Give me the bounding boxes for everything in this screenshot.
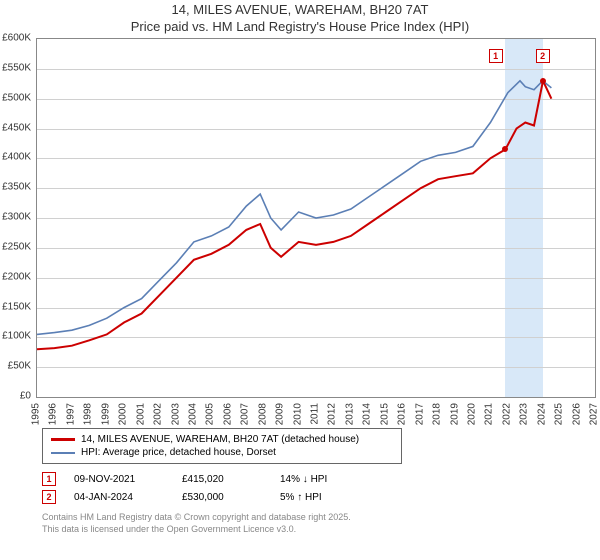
price-chart: £0£50K£100K£150K£200K£250K£300K£350K£400… [36, 38, 596, 398]
x-axis-label: 2011 [310, 403, 321, 425]
y-axis-label: £200K [0, 271, 31, 282]
x-axis-label: 2007 [240, 403, 251, 425]
marker-date: 09-NOV-2021 [74, 474, 164, 485]
marker-row: 1 09-NOV-2021 £415,020 14% ↓ HPI [42, 470, 600, 488]
marker-date: 04-JAN-2024 [74, 492, 164, 503]
legend-swatch [51, 452, 75, 454]
x-axis-label: 2001 [135, 403, 146, 425]
marker-row: 2 04-JAN-2024 £530,000 5% ↑ HPI [42, 488, 600, 506]
series-line [37, 81, 551, 350]
y-axis-label: £250K [0, 241, 31, 252]
series-line [37, 81, 551, 335]
footer: Contains HM Land Registry data © Crown c… [42, 512, 600, 535]
chart-marker-dot [502, 146, 508, 152]
y-axis-label: £50K [0, 361, 31, 372]
x-axis-label: 1999 [100, 403, 111, 425]
y-axis-label: £350K [0, 182, 31, 193]
legend-item: HPI: Average price, detached house, Dors… [51, 446, 393, 459]
y-axis-label: £150K [0, 301, 31, 312]
x-axis-label: 2003 [170, 403, 181, 425]
x-axis-label: 2002 [153, 403, 164, 425]
x-axis-label: 2026 [571, 403, 582, 425]
x-axis-label: 2005 [205, 403, 216, 425]
x-axis-label: 2015 [379, 403, 390, 425]
y-axis-label: £100K [0, 331, 31, 342]
x-axis-label: 2008 [257, 403, 268, 425]
marker-delta: 5% ↑ HPI [280, 492, 322, 503]
x-axis-label: 2023 [519, 403, 530, 425]
marker-table: 1 09-NOV-2021 £415,020 14% ↓ HPI 2 04-JA… [42, 470, 600, 506]
x-axis-label: 1995 [31, 403, 42, 425]
x-axis-label: 1996 [48, 403, 59, 425]
x-axis-label: 2009 [275, 403, 286, 425]
chart-lines [37, 39, 595, 397]
footer-line: Contains HM Land Registry data © Crown c… [42, 512, 600, 524]
x-axis-label: 2020 [466, 403, 477, 425]
legend-item: 14, MILES AVENUE, WAREHAM, BH20 7AT (det… [51, 433, 393, 446]
marker-delta: 14% ↓ HPI [280, 474, 327, 485]
x-axis-label: 2022 [501, 403, 512, 425]
y-axis-label: £450K [0, 122, 31, 133]
y-axis-label: £550K [0, 62, 31, 73]
y-axis-label: £0 [0, 391, 31, 402]
marker-price: £415,020 [182, 474, 262, 485]
x-axis-label: 2017 [414, 403, 425, 425]
x-axis-label: 2016 [397, 403, 408, 425]
y-axis-label: £400K [0, 152, 31, 163]
x-axis-label: 2012 [327, 403, 338, 425]
legend-label: HPI: Average price, detached house, Dors… [81, 447, 276, 458]
footer-line: This data is licensed under the Open Gov… [42, 524, 600, 536]
x-axis-label: 2027 [589, 403, 600, 425]
x-axis-label: 2025 [554, 403, 565, 425]
legend-label: 14, MILES AVENUE, WAREHAM, BH20 7AT (det… [81, 434, 359, 445]
plot-area: 12 [36, 38, 596, 398]
x-axis-label: 2010 [292, 403, 303, 425]
x-axis-label: 2018 [432, 403, 443, 425]
y-axis-label: £600K [0, 33, 31, 44]
x-axis-label: 1998 [83, 403, 94, 425]
page-subtitle: Price paid vs. HM Land Registry's House … [0, 19, 600, 38]
chart-marker-dot [540, 78, 546, 84]
x-axis-label: 2024 [536, 403, 547, 425]
y-axis-label: £300K [0, 212, 31, 223]
legend: 14, MILES AVENUE, WAREHAM, BH20 7AT (det… [42, 428, 402, 464]
marker-price: £530,000 [182, 492, 262, 503]
chart-marker-label: 2 [536, 49, 550, 63]
x-axis-label: 2004 [187, 403, 198, 425]
marker-badge: 1 [42, 472, 56, 486]
chart-marker-label: 1 [489, 49, 503, 63]
x-axis-label: 1997 [65, 403, 76, 425]
x-axis-label: 2013 [344, 403, 355, 425]
x-axis-label: 2021 [484, 403, 495, 425]
legend-swatch [51, 438, 75, 441]
page-title: 14, MILES AVENUE, WAREHAM, BH20 7AT [0, 0, 600, 19]
x-axis-label: 2006 [222, 403, 233, 425]
x-axis-label: 2014 [362, 403, 373, 425]
marker-badge: 2 [42, 490, 56, 504]
x-axis-label: 2000 [118, 403, 129, 425]
y-axis-label: £500K [0, 92, 31, 103]
x-axis-label: 2019 [449, 403, 460, 425]
